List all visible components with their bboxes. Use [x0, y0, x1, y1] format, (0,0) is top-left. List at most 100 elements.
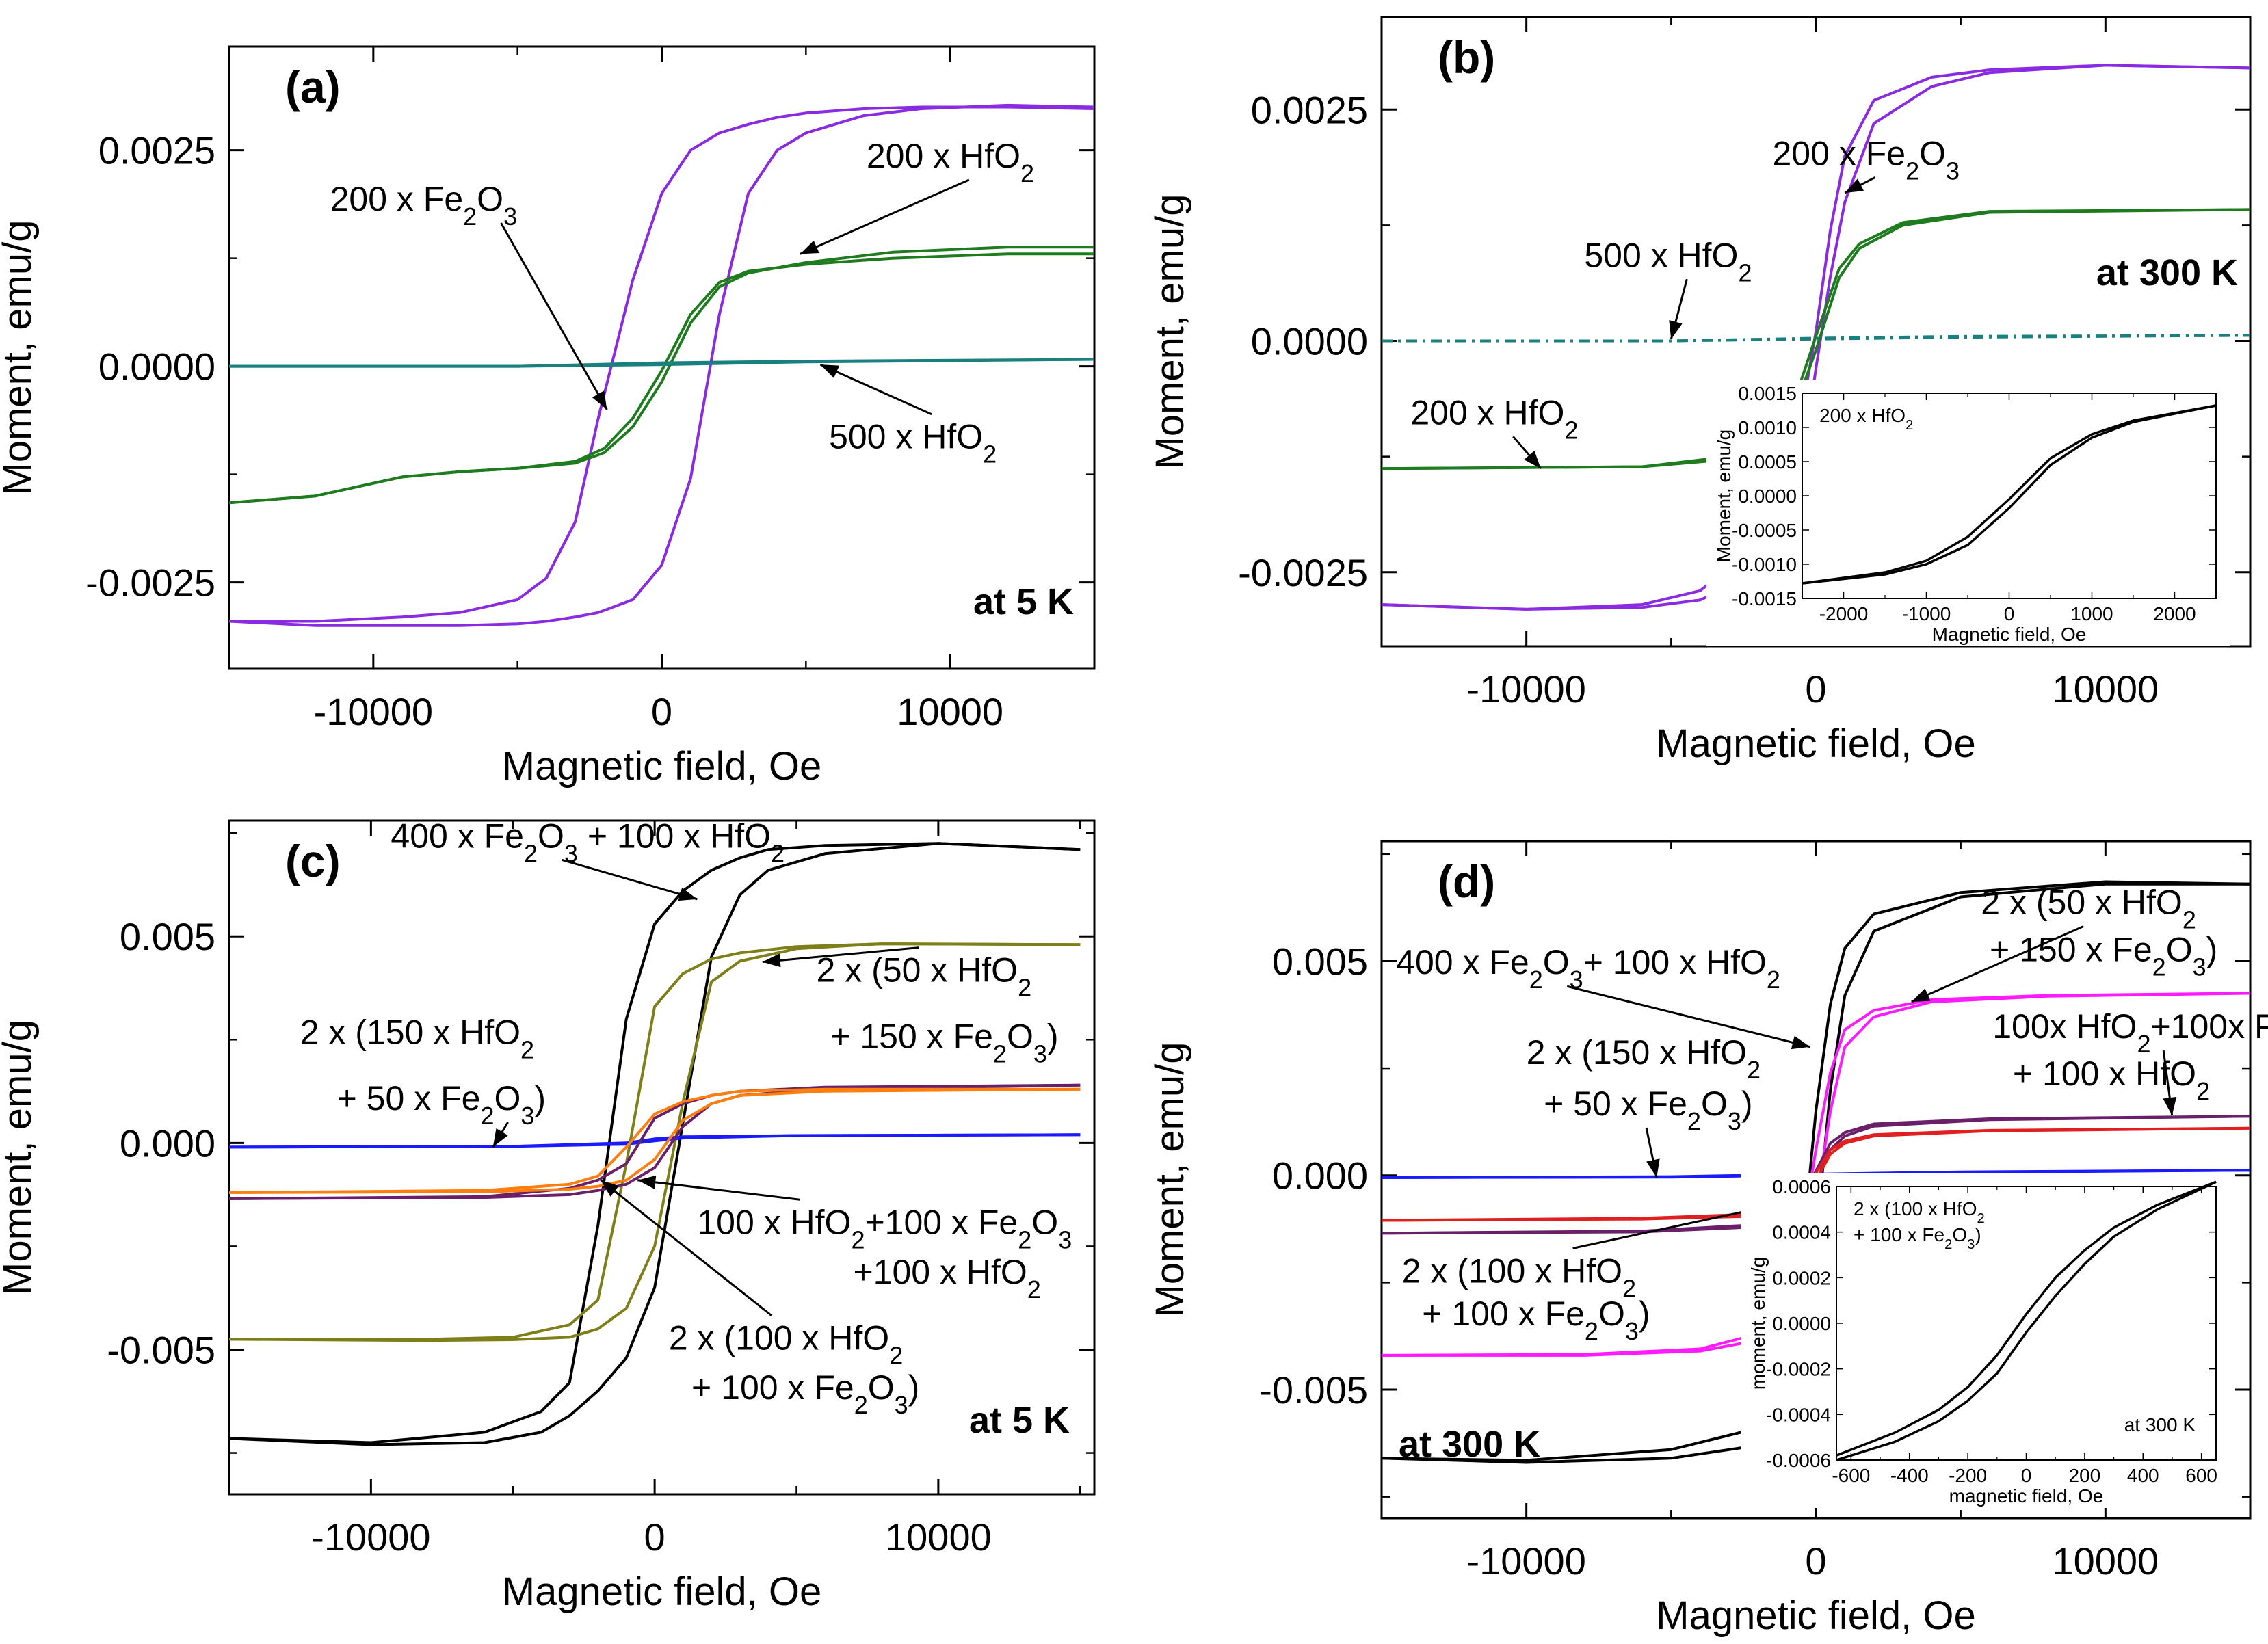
x-axis-title: Magnetic field, Oe: [1656, 1593, 1975, 1638]
inset-y-tick-label: 0.0004: [1772, 1222, 1831, 1243]
y-tick-label: -0.0025: [1238, 551, 1368, 594]
inset-x-axis-title: magnetic field, Oe: [1949, 1485, 2104, 1507]
annotation-label: + 100 x HfO2: [2013, 1055, 2210, 1105]
inset-y-tick-label: -0.0006: [1766, 1450, 1831, 1471]
inset-series-200-x-hfo2-lower-branch: [1802, 404, 2217, 585]
inset-y-tick-label: 0.0015: [1738, 383, 1797, 404]
inset-x-tick-label: 1000: [2070, 603, 2113, 624]
y-axis-title: Moment, emu/g: [0, 220, 40, 496]
inset-y-tick-label: -0.0005: [1732, 520, 1797, 541]
annotation-arrow-head: [1845, 178, 1864, 194]
series-400-x-fe2o3-100-x-hfo2-upper-branch: [229, 842, 1081, 1444]
annotation-label: 200 x HfO2: [1410, 393, 1578, 444]
annotation-arrow-line: [1566, 985, 1810, 1048]
y-tick-label: 0.000: [120, 1122, 215, 1165]
x-axis-title: Magnetic field, Oe: [502, 1569, 821, 1614]
x-tick-label: 10000: [2052, 667, 2159, 711]
inset-series-200-x-hfo2-upper-branch: [1802, 404, 2217, 585]
x-tick-label: 0: [651, 690, 672, 733]
panel-label: (c): [285, 836, 341, 886]
y-axis-title: Moment, emu/g: [1148, 194, 1192, 470]
inset-x-tick-label: -200: [1949, 1465, 1987, 1486]
inset-b: -2000 -1000 0 1000 2000 -0.0015 -0.0010 -0.0005…: [1706, 380, 2230, 646]
inset-x-tick-label: -400: [1890, 1465, 1929, 1486]
series-group: [229, 842, 1081, 1446]
x-tick-label: 0: [644, 1515, 665, 1559]
annotation-arrow-line: [637, 1179, 800, 1201]
panel-label: (d): [1438, 856, 1495, 907]
annotation-arrow-head: [1646, 1158, 1660, 1178]
panel-c: -10000 0 10000 -0.005 0.000 0.005 Magnetic fie…: [0, 817, 1096, 1614]
y-tick-label: 0.005: [1272, 940, 1368, 983]
y-tick-label: 0.0025: [98, 129, 215, 172]
annotation-label: + 50 x Fe2O3): [337, 1079, 546, 1130]
inset-y-tick-label: 0.0005: [1738, 451, 1797, 473]
annotation-arrow-line: [600, 1179, 772, 1316]
inset-y-tick-label: 0.0002: [1772, 1267, 1831, 1288]
y-tick-label: 0.0000: [1251, 320, 1368, 363]
annotation-arrow-line: [800, 178, 970, 255]
panel-b: -10000 0 10000 -0.0025 0.0000 0.0025 Magnetic …: [1148, 16, 2252, 766]
series-200-x-hfo2-upper-branch: [1382, 208, 2250, 470]
y-tick-label: 0.000: [1272, 1154, 1368, 1197]
annotation-arrow-head: [820, 364, 840, 378]
inset-annotation-label: 2 x (100 x HfO2: [1854, 1198, 1985, 1226]
series-200-x-hfo2-lower-branch: [229, 246, 1094, 505]
temperature-label: at 5 K: [973, 581, 1074, 622]
panel-label: (b): [1438, 32, 1495, 83]
series-200-x-fe2o3-upper-branch: [229, 105, 1094, 623]
annotation-label: 2 x (100 x HfO2: [1402, 1251, 1636, 1302]
x-axis-title: Magnetic field, Oe: [1656, 721, 1975, 766]
x-tick-label: -10000: [1466, 667, 1585, 711]
x-tick-label: 10000: [885, 1515, 992, 1559]
series-200-x-fe2o3-lower-branch: [229, 103, 1094, 627]
annotation-label: 2 x (50 x HfO2: [817, 951, 1032, 1002]
y-tick-label: -0.005: [1259, 1368, 1368, 1411]
series-2-x-150-x-hfo2-50-x-fe2o3-lower-branch: [229, 1133, 1081, 1149]
y-tick-label: 0.0025: [1251, 88, 1368, 131]
inset-y-tick-label: -0.0015: [1732, 588, 1797, 609]
annotation-label: 500 x HfO2: [1584, 236, 1752, 287]
x-tick-label: 10000: [897, 690, 1003, 733]
y-tick-label: 0.0000: [98, 345, 215, 388]
panel-d: -10000 0 10000 -0.005 0.000 0.005 Magnetic fie…: [1148, 840, 2268, 1638]
series-200-x-fe2o3-lower-branch: [1382, 64, 2250, 611]
annotation-arrow-head: [601, 1180, 619, 1197]
x-tick-label: -10000: [311, 1515, 430, 1559]
inset-x-tick-label: 2000: [2153, 603, 2196, 624]
temperature-label: at 300 K: [2096, 252, 2238, 293]
series-200-x-hfo2-lower-branch: [1382, 208, 2250, 470]
inset-x-tick-label: 400: [2127, 1465, 2159, 1486]
series-400-x-fe2o3-100-x-hfo2-lower-branch: [229, 842, 1081, 1446]
inset-series-2-x-100-x-hfo2-100-x-fe2o3-upper-branch: [1836, 1180, 2217, 1457]
inset-y-tick-label: -0.0002: [1766, 1359, 1831, 1380]
annotation-arrow-head: [592, 390, 607, 410]
inset-series-2-x-100-x-hfo2-100-x-fe2o3-lower-branch: [1836, 1180, 2217, 1461]
annotation-label: + 100 x Fe2O3): [691, 1368, 919, 1418]
inset-annotation-label: + 100 x Fe2O3): [1854, 1224, 1981, 1252]
annotation-arrow-head: [1911, 988, 1931, 1002]
annotation-arrow-head: [678, 887, 698, 901]
inset-x-tick-label: 0: [2004, 603, 2015, 624]
inset-y-tick-label: -0.0004: [1766, 1404, 1831, 1425]
inset-background: [1741, 1173, 2230, 1508]
series-2-x-100-x-hfo2-100-x-fe2o3-lower-branch: [229, 1087, 1081, 1194]
annotation-arrow-line: [561, 858, 698, 901]
inset-y-axis-title: moment, emu/g: [1748, 1257, 1769, 1390]
series-2-x-50-x-hfo2-150-x-fe2o3-upper-branch: [229, 942, 1081, 1341]
y-tick-label: -0.0025: [85, 561, 215, 605]
annotation-label: + 150 x Fe2O3): [830, 1017, 1058, 1068]
x-tick-label: -10000: [1466, 1539, 1585, 1582]
inset-annotation-label: 200 x HfO2: [1819, 405, 1913, 433]
annotation-arrow-head: [1791, 1035, 1810, 1050]
annotation-arrow-line: [1911, 925, 2084, 1003]
annotation-label: 2 x (100 x HfO2: [669, 1318, 903, 1369]
annotation-label: + 100 x Fe2O3): [1422, 1295, 1650, 1345]
y-tick-label: -0.005: [107, 1328, 215, 1371]
annotation-label: 2 x (150 x HfO2: [300, 1013, 534, 1063]
y-axis-title: Moment, emu/g: [1148, 1042, 1192, 1318]
annotation-arrow-line: [819, 363, 932, 416]
annotation-label: 400 x Fe2O3+ 100 x HfO2: [1396, 943, 1780, 994]
temperature-label: at 300 K: [1399, 1424, 1540, 1465]
inset-temperature-label: at 300 K: [2124, 1414, 2196, 1435]
